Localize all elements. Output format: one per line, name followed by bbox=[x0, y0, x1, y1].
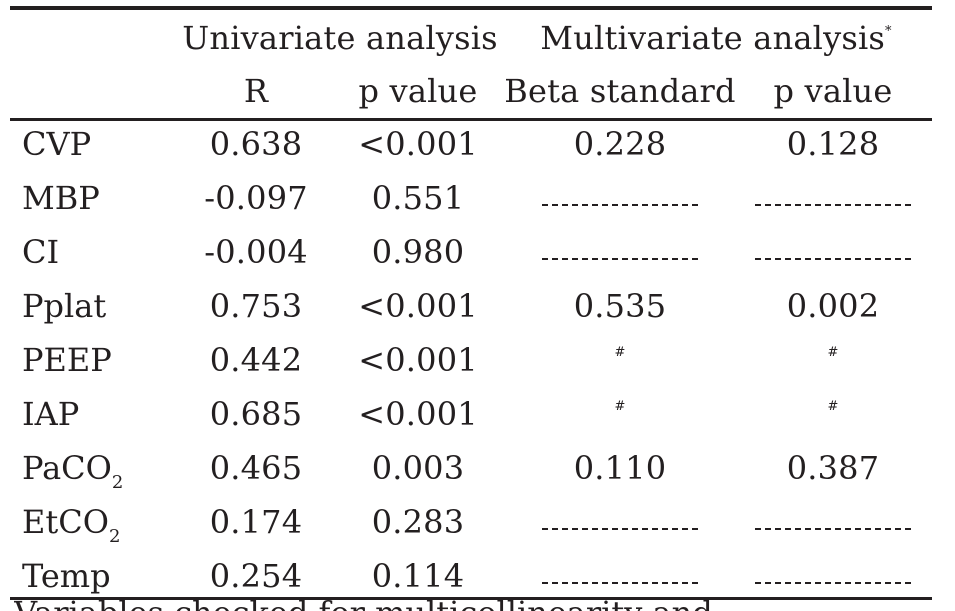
cell-r: 0.465 bbox=[209, 449, 303, 487]
cell-p-multivariate-footnote-mark: # bbox=[827, 345, 839, 360]
cell-beta-standard-not-included bbox=[542, 582, 698, 584]
cell-beta-standard-not-included bbox=[542, 258, 698, 260]
cell-beta-standard-not-included bbox=[542, 528, 698, 530]
cell-beta-standard-footnote-mark: # bbox=[614, 399, 626, 414]
header-group-univariate: Univariate analysis bbox=[182, 19, 498, 57]
cell-p-univariate: 0.114 bbox=[371, 557, 465, 595]
row-label-text: PEEP bbox=[22, 341, 112, 379]
footnote-asterisk: * bbox=[885, 24, 892, 39]
row-label-text: IAP bbox=[22, 395, 80, 433]
row-label-text: CVP bbox=[22, 125, 92, 163]
cell-p-multivariate-footnote-mark: # bbox=[827, 399, 839, 414]
cell-beta-standard-not-included bbox=[542, 204, 698, 206]
cell-p-multivariate: 0.128 bbox=[786, 125, 880, 163]
row-label-text: Temp bbox=[22, 557, 111, 595]
row-label-text: PaCO bbox=[22, 449, 112, 487]
cell-p-univariate: <0.001 bbox=[358, 287, 478, 325]
row-label: PEEP bbox=[22, 344, 112, 376]
header-group-multivariate: Multivariate analysis* bbox=[540, 22, 892, 54]
row-label: EtCO2 bbox=[22, 503, 120, 546]
row-label-subscript: 2 bbox=[111, 472, 124, 493]
row-label-text: Pplat bbox=[22, 287, 107, 325]
cell-beta-standard-footnote-mark: # bbox=[614, 345, 626, 360]
cell-p-univariate: <0.001 bbox=[358, 125, 478, 163]
footnote-fragment: Variables checked for multicollinearity … bbox=[14, 600, 713, 611]
row-label: CI bbox=[22, 236, 59, 268]
row-label-text: CI bbox=[22, 233, 60, 271]
cell-p-univariate: 0.003 bbox=[371, 449, 465, 487]
cell-r: -0.097 bbox=[204, 179, 308, 217]
footnote-text: Variables checked for multicollinearity … bbox=[14, 600, 713, 611]
cell-p-univariate: 0.980 bbox=[371, 233, 465, 271]
cell-p-univariate: <0.001 bbox=[358, 341, 478, 379]
table-top-rule bbox=[10, 6, 932, 10]
cell-p-multivariate: 0.387 bbox=[786, 449, 880, 487]
cell-p-multivariate-not-included bbox=[755, 582, 911, 584]
header-col-p-multivariate: p value bbox=[773, 72, 893, 110]
table-header-rule bbox=[10, 118, 932, 121]
row-label: Pplat bbox=[22, 290, 106, 322]
header-col-beta-standard: Beta standard bbox=[504, 72, 736, 110]
cell-p-multivariate-not-included bbox=[755, 204, 911, 206]
row-label: MBP bbox=[22, 182, 100, 214]
cell-p-multivariate-not-included bbox=[755, 528, 911, 530]
cell-r: 0.442 bbox=[209, 341, 303, 379]
row-label: Temp bbox=[22, 560, 111, 592]
table-bottom-rule bbox=[10, 597, 932, 600]
row-label: CVP bbox=[22, 128, 91, 160]
row-label: PaCO2 bbox=[22, 449, 123, 492]
cell-beta-standard: 0.228 bbox=[573, 125, 667, 163]
cell-r: -0.004 bbox=[204, 233, 308, 271]
cell-p-univariate: 0.283 bbox=[371, 503, 465, 541]
cell-r: 0.174 bbox=[209, 503, 303, 541]
cell-beta-standard: 0.535 bbox=[573, 287, 667, 325]
row-label-text: EtCO bbox=[22, 503, 109, 541]
cell-r: 0.753 bbox=[209, 287, 303, 325]
row-label-subscript: 2 bbox=[108, 526, 121, 547]
cell-r: 0.685 bbox=[209, 395, 303, 433]
cell-r: 0.638 bbox=[209, 125, 303, 163]
cell-p-multivariate-not-included bbox=[755, 258, 911, 260]
cell-r: 0.254 bbox=[209, 557, 303, 595]
row-label: IAP bbox=[22, 398, 79, 430]
cell-p-multivariate: 0.002 bbox=[786, 287, 880, 325]
header-col-r: R bbox=[243, 72, 269, 110]
cell-beta-standard: 0.110 bbox=[573, 449, 667, 487]
cell-p-univariate: <0.001 bbox=[358, 395, 478, 433]
header-col-p-univariate: p value bbox=[358, 72, 478, 110]
row-label-text: MBP bbox=[22, 179, 100, 217]
header-group-multivariate-text: Multivariate analysis bbox=[540, 19, 886, 57]
cell-p-univariate: 0.551 bbox=[371, 179, 465, 217]
